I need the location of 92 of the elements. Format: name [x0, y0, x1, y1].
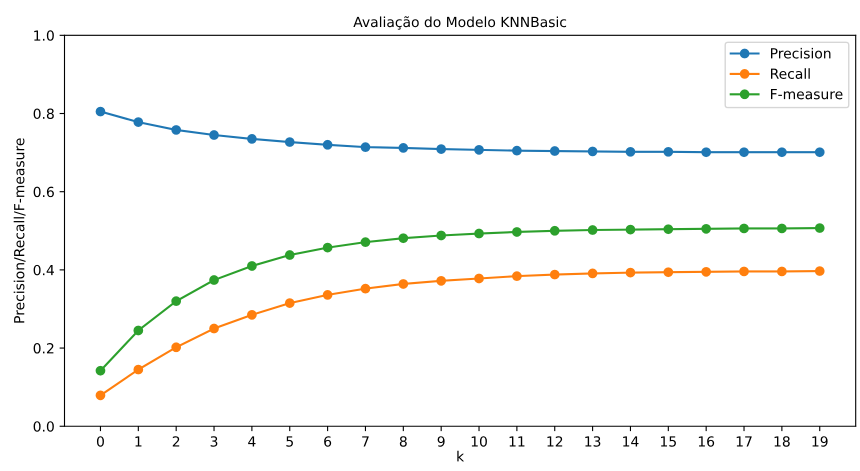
x-tick-label: 1 — [135, 436, 142, 447]
point — [663, 146, 674, 157]
point — [284, 250, 295, 260]
point — [133, 117, 144, 127]
y-tick-label: 0.2 — [34, 343, 54, 354]
x-tick-label: 11 — [510, 436, 524, 447]
y-axis-title: Precision/Recall/F-measure — [14, 138, 26, 323]
x-tick-label: 5 — [286, 436, 293, 447]
chart-title: Avaliação do Modelo KNNBasic — [353, 16, 566, 30]
point — [739, 266, 749, 276]
point — [814, 266, 825, 276]
point — [247, 134, 257, 144]
point — [663, 224, 674, 234]
point — [398, 279, 408, 289]
point — [322, 290, 332, 300]
y-tick-label: 0.8 — [34, 108, 54, 119]
point — [777, 224, 787, 234]
point — [512, 271, 522, 281]
point — [171, 342, 182, 352]
x-tick-label: 8 — [400, 436, 407, 447]
point — [133, 326, 144, 336]
legend-label: Precision — [770, 48, 830, 59]
x-tick-label: 12 — [547, 436, 562, 447]
point — [284, 298, 295, 308]
point — [814, 223, 825, 233]
point — [360, 237, 370, 247]
point — [209, 130, 219, 140]
point — [626, 268, 636, 278]
point — [588, 146, 598, 156]
point — [247, 310, 257, 320]
x-tick-label: 9 — [438, 436, 445, 447]
x-tick-label: 14 — [623, 436, 639, 447]
y-tick-label: 0.0 — [34, 421, 54, 432]
point — [474, 274, 484, 284]
y-tick-label: 0.6 — [34, 186, 54, 198]
point — [96, 366, 106, 376]
x-tick-label: 16 — [698, 436, 714, 447]
point — [588, 225, 598, 235]
x-axis-title: k — [457, 450, 464, 462]
x-tick-label: 10 — [472, 436, 487, 447]
x-tick-label: 0 — [96, 436, 104, 447]
point — [247, 261, 257, 271]
x-tick-label: 6 — [324, 436, 332, 447]
point — [398, 143, 408, 153]
point — [133, 364, 144, 374]
x-tick-label: 3 — [210, 436, 218, 447]
point — [701, 147, 712, 158]
point — [512, 227, 522, 237]
point — [701, 266, 712, 277]
point — [777, 147, 787, 158]
x-tick-label: 19 — [812, 436, 828, 447]
point — [739, 147, 749, 158]
point — [739, 224, 749, 234]
x-tick-label: 7 — [362, 436, 369, 447]
legend-label: Recall — [770, 68, 810, 79]
point — [171, 296, 182, 306]
point — [96, 390, 106, 400]
x-tick-label: 15 — [661, 436, 676, 447]
point — [663, 267, 674, 278]
point — [550, 226, 560, 236]
point — [209, 324, 219, 334]
point — [777, 266, 787, 276]
x-tick-label: 2 — [172, 436, 180, 447]
point — [626, 224, 636, 234]
point — [209, 275, 219, 285]
point — [322, 140, 332, 150]
point — [398, 233, 408, 244]
point — [512, 146, 522, 156]
point — [701, 224, 712, 234]
point — [96, 106, 106, 116]
point — [550, 146, 560, 156]
x-tick-label: 17 — [736, 436, 752, 447]
point — [360, 142, 370, 152]
point — [588, 268, 598, 278]
x-tick-label: 13 — [585, 436, 600, 447]
legend-label: F-measure — [770, 89, 842, 100]
point — [814, 147, 825, 158]
point — [436, 230, 446, 240]
y-tick-label: 0.4 — [34, 264, 54, 276]
point — [436, 276, 446, 286]
point — [360, 284, 370, 294]
point — [322, 242, 332, 252]
point — [474, 228, 484, 238]
point — [626, 146, 636, 157]
point — [171, 125, 182, 135]
x-tick-label: 4 — [248, 436, 256, 447]
point — [474, 145, 484, 155]
point — [550, 270, 560, 280]
x-tick-label: 18 — [774, 436, 790, 447]
point — [436, 144, 446, 154]
y-tick-label: 1.0 — [34, 30, 54, 41]
point — [284, 137, 295, 147]
